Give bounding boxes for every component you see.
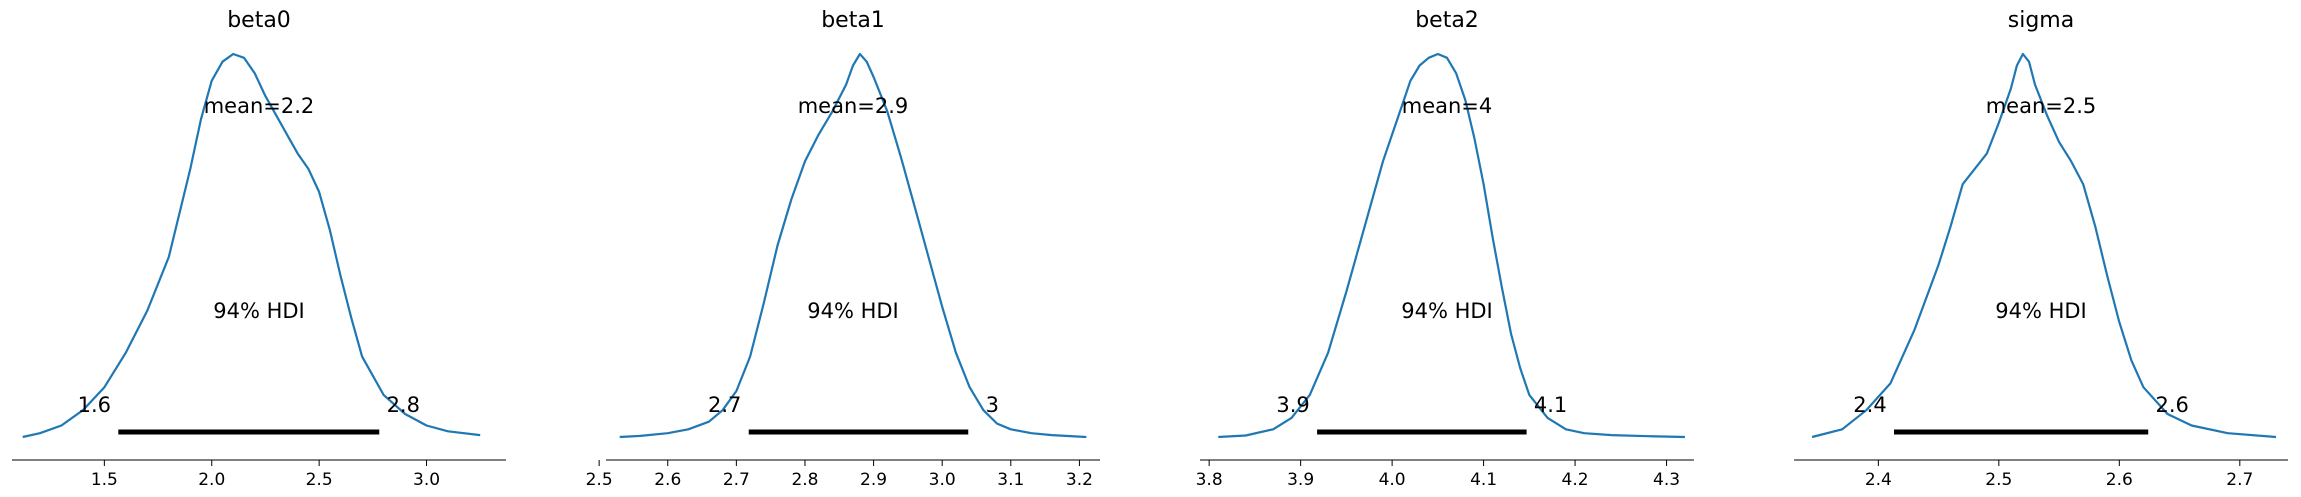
- hdi-label: 94% HDI: [1995, 299, 2087, 323]
- posterior-panel-beta1: 2.5 2.6 2.7 2.8 2.9 3.0 3.1 3.2 beta1 mean=2.9 94%…: [586, 8, 1100, 490]
- hdi-upper-label: 2.8: [387, 393, 420, 417]
- hdi-label: 94% HDI: [213, 299, 305, 323]
- x-tick-label: 4.0: [1379, 470, 1406, 490]
- posterior-panel-beta2: 3.8 3.9 4.0 4.1 4.2 4.3 beta2 mean=4 94% HDI 3.9 4…: [1196, 8, 1694, 490]
- point-estimate-label: mean=2.2: [204, 94, 315, 118]
- point-estimate-label: mean=4: [1402, 94, 1493, 118]
- density-curve: [1811, 52, 2277, 439]
- density-curve: [22, 52, 481, 439]
- hdi-lower-label: 2.7: [708, 393, 741, 417]
- x-tick-label: 4.3: [1653, 470, 1680, 490]
- hdi-upper-label: 3: [986, 393, 999, 417]
- point-estimate-label: mean=2.5: [1986, 94, 2097, 118]
- posterior-panel-sigma: 2.4 2.5 2.6 2.7 sigma mean=2.5 94% HDI 2.4 2.6: [1794, 8, 2288, 490]
- panel-title: beta0: [227, 8, 291, 33]
- posterior-panel-beta0: 1.5 2.0 2.5 3.0 beta0 mean=2.2 94% HDI 1.6 2.8: [12, 8, 506, 490]
- x-tick-label: 2.6: [2106, 470, 2133, 490]
- x-tick-label: 2.5: [306, 470, 333, 490]
- hdi-label: 94% HDI: [807, 299, 899, 323]
- x-tick-label: 2.7: [723, 470, 750, 490]
- x-tick-label: 3.1: [997, 470, 1024, 490]
- panel-title: sigma: [2008, 8, 2074, 33]
- x-tick-label: 2.8: [791, 470, 818, 490]
- x-tick-label: 4.2: [1562, 470, 1589, 490]
- x-tick-label: 2.7: [2226, 470, 2253, 490]
- point-estimate-label: mean=2.9: [798, 94, 909, 118]
- x-tick-label: 2.4: [1865, 470, 1892, 490]
- x-tick-label: 2.5: [586, 470, 613, 490]
- hdi-lower-label: 2.4: [1853, 393, 1886, 417]
- density-curve: [619, 52, 1087, 439]
- hdi-label: 94% HDI: [1401, 299, 1493, 323]
- x-tick-label: 2.9: [860, 470, 887, 490]
- x-tick-label: 3.9: [1287, 470, 1314, 490]
- density-curve: [1218, 52, 1685, 439]
- hdi-lower-label: 1.6: [78, 393, 111, 417]
- x-tick-label: 3.8: [1196, 470, 1223, 490]
- x-tick-label: 4.1: [1470, 470, 1497, 490]
- hdi-upper-label: 4.1: [1534, 393, 1567, 417]
- x-tick-label: 1.5: [91, 470, 118, 490]
- x-tick-label: 2.0: [198, 470, 225, 490]
- hdi-upper-label: 2.6: [2156, 393, 2189, 417]
- panel-title: beta1: [821, 8, 885, 33]
- x-tick-label: 3.0: [929, 470, 956, 490]
- hdi-lower-label: 3.9: [1276, 393, 1309, 417]
- x-tick-label: 3.0: [413, 470, 440, 490]
- panel-title: beta2: [1415, 8, 1479, 33]
- x-tick-label: 2.6: [654, 470, 681, 490]
- x-tick-label: 3.2: [1066, 470, 1093, 490]
- x-tick-label: 2.5: [1985, 470, 2012, 490]
